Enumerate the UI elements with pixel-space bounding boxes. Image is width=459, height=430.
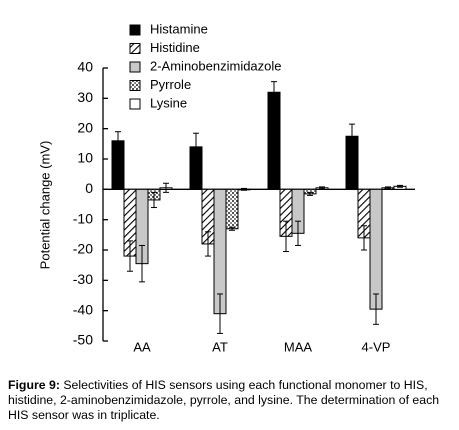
bar: [369, 188, 383, 310]
y-tick-label: 40: [77, 59, 93, 75]
caption: Figure 9: Selectivities of HIS sensors u…: [8, 378, 453, 423]
legend-label: Histamine: [150, 21, 208, 36]
caption-label: Figure 9:: [8, 378, 60, 392]
y-tick-label: -30: [73, 271, 93, 287]
legend-label: Histidine: [150, 40, 200, 55]
legend-swatch: [129, 80, 141, 91]
y-tick-label: 30: [77, 89, 93, 105]
x-tick-label: AT: [212, 339, 228, 354]
caption-text: Selectivities of HIS sensors using each …: [8, 378, 440, 422]
legend-label: 2-Aminobenzimidazole: [150, 58, 282, 73]
y-tick-label: 0: [85, 180, 93, 196]
legend-label: Pyrrole: [150, 77, 191, 92]
bar: [267, 91, 281, 190]
y-tick-label: -10: [73, 210, 93, 226]
y-axis-label: Potential change (mV): [37, 141, 52, 270]
y-tick-label: -40: [73, 301, 93, 317]
bar: [225, 188, 239, 230]
x-tick-label: MAA: [284, 339, 313, 354]
y-tick-label: 20: [77, 119, 93, 135]
legend-swatch: [129, 24, 141, 36]
y-tick-label: -20: [73, 241, 93, 257]
legend-swatch: [129, 43, 141, 54]
legend-label: Lysine: [150, 95, 187, 110]
x-tick-label: 4-VP: [362, 339, 391, 354]
legend-swatch: [129, 98, 141, 110]
y-tick-label: 10: [77, 150, 93, 166]
legend-swatch: [129, 61, 141, 73]
y-tick-label: -50: [73, 332, 93, 348]
x-tick-label: AA: [133, 339, 151, 354]
chart: Potential change (mV) 40 30 20 10 0 -10 -20 -30…: [37, 21, 415, 354]
